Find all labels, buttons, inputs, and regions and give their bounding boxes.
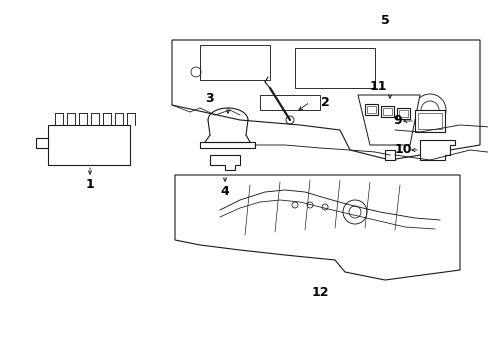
Polygon shape bbox=[384, 150, 394, 160]
Polygon shape bbox=[48, 125, 130, 165]
Bar bbox=[382, 108, 391, 115]
Polygon shape bbox=[172, 40, 479, 160]
Text: 4: 4 bbox=[220, 185, 229, 198]
Bar bbox=[364, 104, 377, 115]
Text: 2: 2 bbox=[320, 95, 329, 108]
Polygon shape bbox=[417, 113, 441, 129]
Text: 3: 3 bbox=[205, 91, 214, 104]
Polygon shape bbox=[419, 140, 454, 160]
Text: 5: 5 bbox=[380, 13, 388, 27]
Text: 1: 1 bbox=[85, 179, 94, 192]
Polygon shape bbox=[209, 155, 240, 170]
Text: 12: 12 bbox=[311, 285, 328, 298]
Text: 11: 11 bbox=[368, 80, 386, 93]
Text: 10: 10 bbox=[393, 144, 411, 157]
Polygon shape bbox=[357, 95, 419, 145]
Bar bbox=[380, 106, 393, 117]
Polygon shape bbox=[260, 95, 319, 110]
Polygon shape bbox=[175, 175, 459, 280]
Bar bbox=[366, 106, 375, 113]
Text: 9: 9 bbox=[393, 114, 402, 127]
Polygon shape bbox=[200, 45, 269, 80]
Polygon shape bbox=[414, 110, 444, 132]
Bar bbox=[398, 110, 407, 117]
Polygon shape bbox=[36, 138, 48, 148]
Bar bbox=[396, 108, 409, 119]
Polygon shape bbox=[294, 48, 374, 88]
